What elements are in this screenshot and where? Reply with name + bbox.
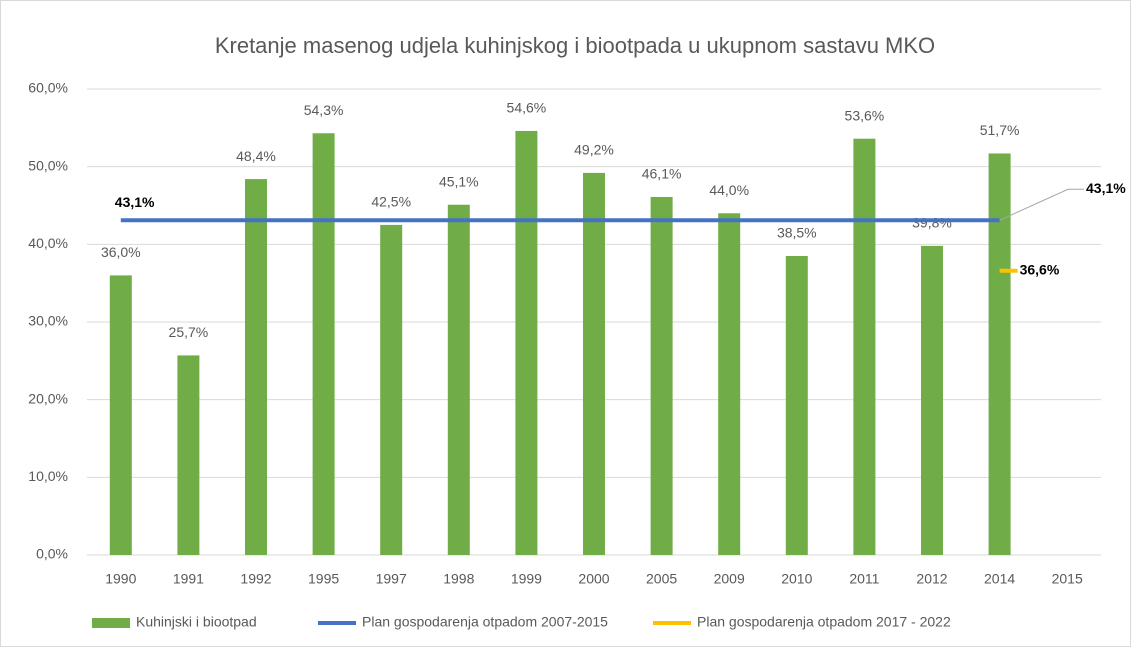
bar <box>312 133 335 555</box>
x-tick-label: 2005 <box>646 571 677 587</box>
data-label: 38,5% <box>777 225 817 241</box>
bar <box>447 204 470 555</box>
bar <box>245 179 267 556</box>
legend-label: Plan gospodarenja otpadom 2017 - 2022 <box>697 614 951 630</box>
data-label: 51,7% <box>980 122 1020 138</box>
data-label: 44,0% <box>709 182 749 198</box>
y-tick-label: 10,0% <box>28 468 68 484</box>
bar <box>583 172 605 555</box>
x-tick-label: 2000 <box>578 571 609 587</box>
x-tick-label: 2011 <box>849 571 879 587</box>
bar <box>380 224 403 555</box>
data-label: 39,8% <box>912 215 952 231</box>
x-tick-label: 2014 <box>984 571 1015 587</box>
data-label: 45,1% <box>439 173 479 189</box>
legend-label: Kuhinjski i biootpad <box>136 614 257 630</box>
x-tick-label: 2012 <box>916 571 947 587</box>
y-tick-label: 20,0% <box>28 390 68 406</box>
x-tick-label: 1990 <box>105 571 136 587</box>
bar <box>109 275 132 555</box>
x-tick-label: 1995 <box>308 571 339 587</box>
bar <box>853 138 876 555</box>
data-label: 42,5% <box>371 194 411 210</box>
y-tick-label: 50,0% <box>28 157 68 173</box>
bar <box>921 245 943 556</box>
x-tick-label: 1998 <box>443 571 474 587</box>
bar <box>515 130 538 555</box>
bar <box>177 355 200 555</box>
y-tick-label: 30,0% <box>28 313 68 329</box>
data-label: 36,0% <box>101 244 141 260</box>
x-tick-label: 2009 <box>714 571 745 587</box>
data-label: 25,7% <box>169 324 209 340</box>
data-label: 54,6% <box>507 100 547 116</box>
x-tick-label: 2015 <box>1052 571 1083 587</box>
legend-swatch <box>92 618 130 628</box>
legend-label: Plan gospodarenja otpadom 2007-2015 <box>362 614 608 630</box>
x-tick-label: 1992 <box>240 571 271 587</box>
data-label: 53,6% <box>845 107 885 123</box>
bar <box>988 153 1011 556</box>
data-label: 36,6% <box>1020 261 1060 277</box>
data-label: 43,1% <box>1086 180 1126 196</box>
leader-line <box>999 188 1084 221</box>
data-label: 46,1% <box>642 166 682 182</box>
y-tick-label: 40,0% <box>28 235 68 251</box>
x-tick-label: 1999 <box>511 571 542 587</box>
data-label: 54,3% <box>304 102 344 118</box>
chart-title: Kretanje masenog udjela kuhinjskog i bio… <box>215 33 935 58</box>
y-tick-label: 60,0% <box>28 80 68 96</box>
x-tick-label: 1997 <box>376 571 407 587</box>
data-label: 43,1% <box>115 194 155 210</box>
x-tick-label: 1991 <box>173 571 204 587</box>
data-label: 49,2% <box>574 142 614 158</box>
bar <box>785 255 808 555</box>
x-tick-label: 2010 <box>781 571 812 587</box>
bar <box>650 196 673 555</box>
y-tick-label: 0,0% <box>36 546 68 562</box>
data-label: 48,4% <box>236 148 276 164</box>
bar <box>718 213 741 555</box>
